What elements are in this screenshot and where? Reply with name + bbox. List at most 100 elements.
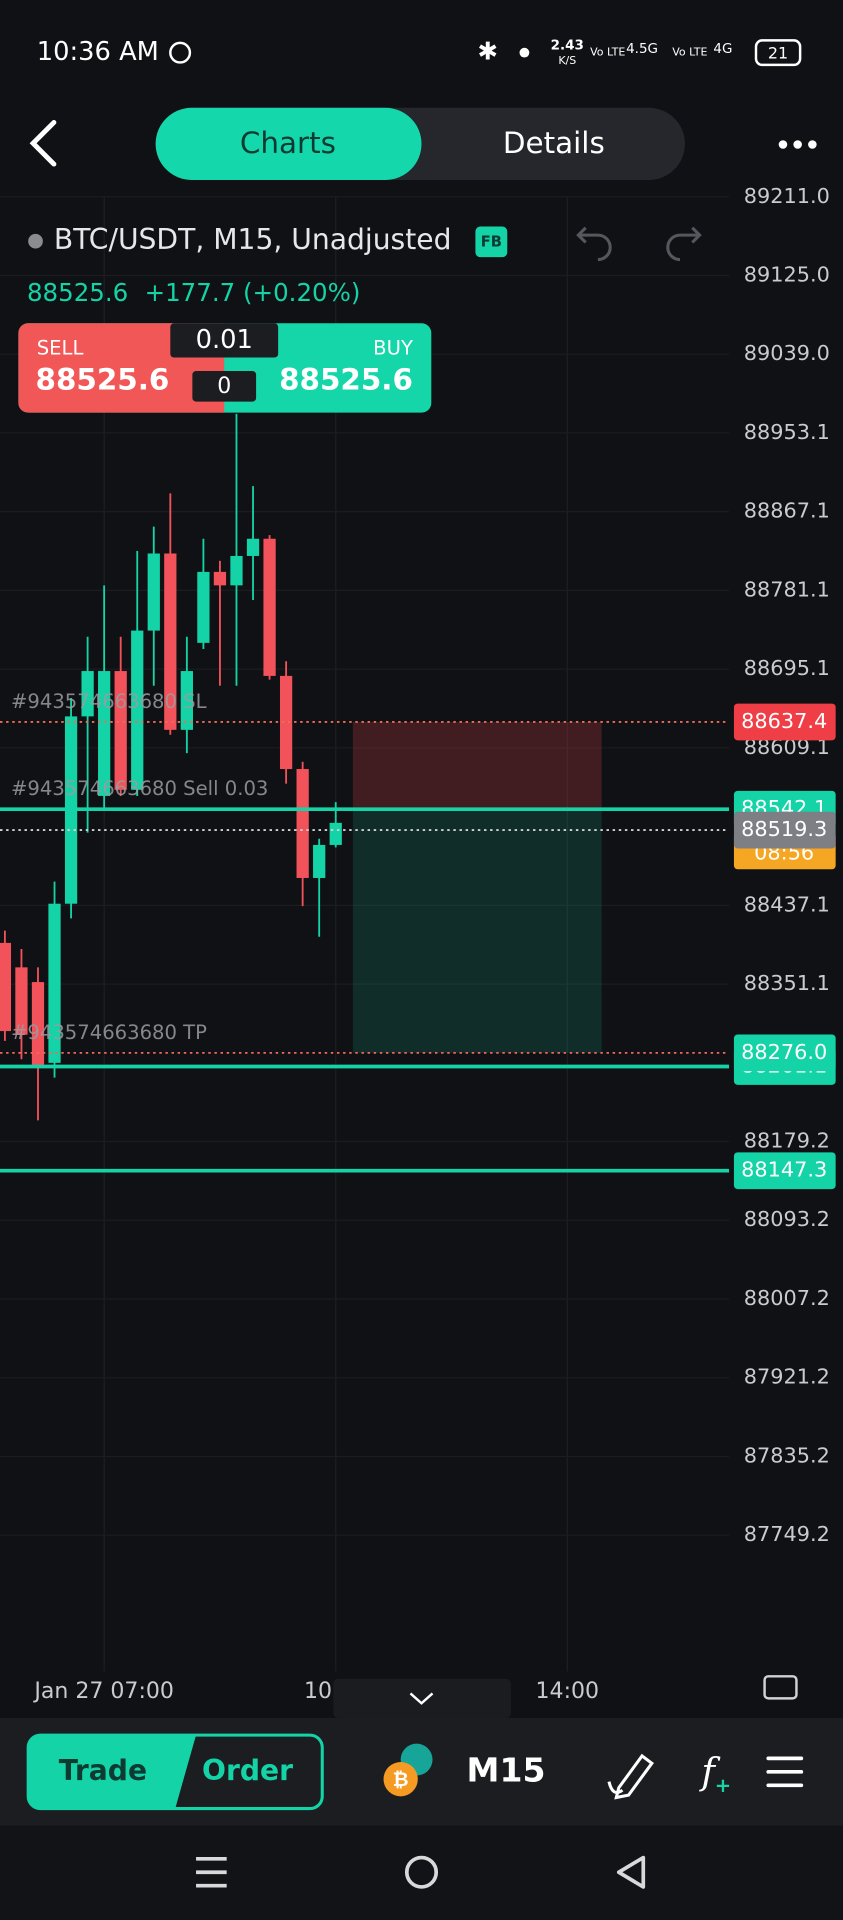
y-tick-label: 88695.1 (744, 656, 830, 680)
spread: 0 (217, 374, 231, 399)
net-speed: 2.43 (551, 37, 584, 53)
nav-home[interactable] (404, 1855, 439, 1889)
price-tag-label: 88147.3 (741, 1158, 827, 1182)
stop-loss-zone (352, 721, 602, 810)
x-tick-label: 14:00 (536, 1679, 600, 1704)
layout-button[interactable] (763, 1675, 798, 1700)
y-tick-label: 88179.2 (744, 1128, 830, 1152)
sell-label: SELL (37, 336, 84, 359)
candle-body (164, 553, 177, 730)
nav-recents[interactable] (196, 1856, 227, 1888)
candle-body (98, 671, 111, 796)
whatsapp-icon (169, 41, 192, 64)
y-tick-label: 88437.1 (744, 892, 830, 916)
collapse-icon (409, 1692, 434, 1705)
status-time: 10:36 AM (37, 37, 159, 67)
badge-bg (475, 226, 508, 258)
y-tick-label: 89039.0 (744, 341, 830, 365)
candle-body (197, 571, 210, 643)
sell-price: 88525.6 (36, 362, 170, 396)
y-tick-label: 88609.1 (744, 735, 830, 759)
sim2: Vo LTE (672, 46, 707, 59)
tab-details[interactable]: Details (503, 126, 605, 160)
price-tag-label: 88276.0 (741, 1040, 827, 1064)
chart: Jan 27 07:0010:3014:0089211.089125.08903… (0, 184, 836, 1704)
nav-back[interactable] (616, 1855, 646, 1889)
buy-label: BUY (373, 336, 413, 359)
collapse-tab[interactable] (333, 1678, 511, 1718)
candle-body (329, 822, 342, 845)
trade-label: Trade (59, 1754, 147, 1787)
take-profit-zone (352, 809, 602, 1053)
undo-button[interactable] (576, 226, 612, 262)
battery (754, 39, 802, 67)
tab-active (155, 107, 422, 180)
price-tag (733, 1034, 836, 1072)
symbol-name: BTC/USDT, M15, Unadjusted (54, 223, 452, 256)
more-button[interactable] (778, 140, 817, 149)
y-tick-label: 88351.1 (744, 971, 830, 995)
redo-button[interactable] (666, 226, 702, 262)
candle-body (131, 630, 144, 790)
candle-body (31, 982, 45, 1066)
menu-button[interactable] (766, 1756, 804, 1788)
order-label: #943574663680 Sell 0.03 (11, 777, 268, 800)
y-tick-label: 87749.2 (744, 1522, 830, 1546)
lot-box[interactable] (170, 323, 279, 358)
spread-box (192, 371, 257, 402)
buy-price: 88525.6 (279, 362, 413, 396)
tab-charts[interactable]: Charts (240, 126, 336, 160)
order-label: #943574663680 TP (11, 1021, 207, 1044)
candle-body (296, 769, 309, 878)
candle-body (0, 942, 12, 1032)
timeframe[interactable]: M15 (467, 1750, 546, 1789)
candle-body (114, 671, 127, 790)
candle-body (246, 538, 260, 556)
candle-body (48, 903, 61, 1063)
order-label: #943574663680 SL (11, 690, 207, 713)
y-tick-label: 88867.1 (744, 499, 830, 523)
status-dot (28, 233, 43, 249)
candle-body (313, 844, 326, 878)
x-tick-label: Jan 27 07:00 (32, 1679, 174, 1704)
y-tick-label: 88953.1 (744, 420, 830, 444)
indicator-plus: + (715, 1774, 731, 1797)
battery-level: 21 (768, 43, 788, 62)
candle-body (230, 555, 243, 586)
y-tick-label: 88781.1 (744, 577, 830, 601)
price-tag-label: 88637.4 (741, 709, 827, 733)
y-tick-label: 87921.2 (744, 1365, 830, 1389)
back-button[interactable] (29, 120, 57, 167)
price-tag (733, 1152, 836, 1190)
y-tick-label: 87835.2 (744, 1443, 830, 1467)
badge: FB (481, 233, 502, 250)
candle-body (213, 571, 227, 586)
draw-tool-button[interactable] (607, 1753, 654, 1800)
price-change: +177.7 (+0.20%) (145, 278, 361, 307)
candle-body (180, 671, 193, 730)
net-unit: K/S (558, 54, 576, 67)
lot: 0.01 (196, 325, 253, 355)
bitcoin-icon[interactable] (383, 1762, 418, 1797)
y-tick-label: 88093.2 (744, 1207, 830, 1231)
candle-body (15, 967, 28, 1035)
price-tag (733, 703, 836, 741)
y-tick-label: 89211.0 (744, 184, 830, 208)
price-tag (733, 811, 836, 849)
last-price: 88525.6 (27, 278, 128, 307)
candle-body (279, 675, 293, 770)
nav-bar (0, 1825, 843, 1920)
sim1: Vo LTE (590, 46, 625, 59)
network1: 4.5G (626, 41, 658, 57)
candle-body (81, 671, 94, 717)
candle-body (147, 553, 160, 631)
hotspot-icon (519, 47, 530, 58)
price-tag-label: 88519.3 (741, 817, 827, 841)
network2: 4G (713, 41, 732, 57)
order-label[interactable]: Order (202, 1754, 293, 1787)
y-tick-label: 89125.0 (744, 263, 830, 287)
trade-button[interactable] (28, 1735, 197, 1809)
